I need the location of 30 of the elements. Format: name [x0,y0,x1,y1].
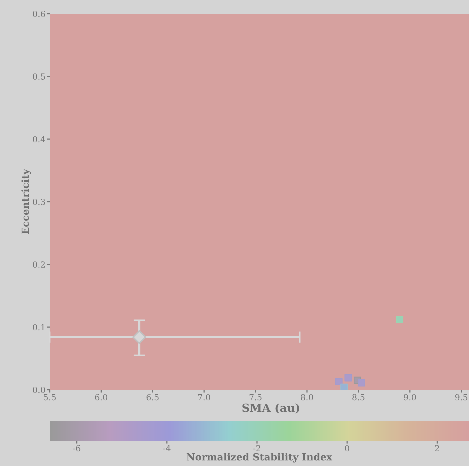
y-axis-title: Eccentricity [22,168,32,234]
y-tick-label: 0.6 [33,10,46,18]
x-tick-label: 9.5 [455,394,468,401]
y-tick-label: 0.4 [33,136,46,143]
y-tick-label: 0.2 [33,262,46,268]
x-tick-label: 8.5 [352,394,365,401]
color-bar-title: Normalized Stability Index [186,453,333,463]
color-bar-label: 2 [435,445,440,452]
point [132,330,146,344]
point [340,384,348,390]
point [344,374,352,382]
x-tick-label: 7.5 [250,394,262,401]
x-axis-title: SMA (au) [242,404,300,414]
y-tick-label: 0.5 [33,74,46,80]
x-tick-label: 5.5 [44,394,56,401]
color-bar-label: 0 [345,445,350,452]
point [335,378,343,386]
color-bar-label: -4 [163,445,171,452]
y-tick-label: 0.1 [33,324,45,331]
color-bar-label: -6 [73,445,81,452]
color-bar-label: -2 [254,445,260,452]
point [396,316,404,324]
y-tick-label: 0.0 [33,386,46,394]
point [358,379,366,387]
x-tick-label: 8.0 [301,394,314,401]
x-tick-label: 6.5 [146,394,159,401]
x-tick-label: 6.0 [95,394,108,401]
y-tick-label: 0.3 [33,198,46,206]
x-tick-label: 9.0 [404,394,416,401]
x-tick-label: 7.0 [198,394,210,401]
